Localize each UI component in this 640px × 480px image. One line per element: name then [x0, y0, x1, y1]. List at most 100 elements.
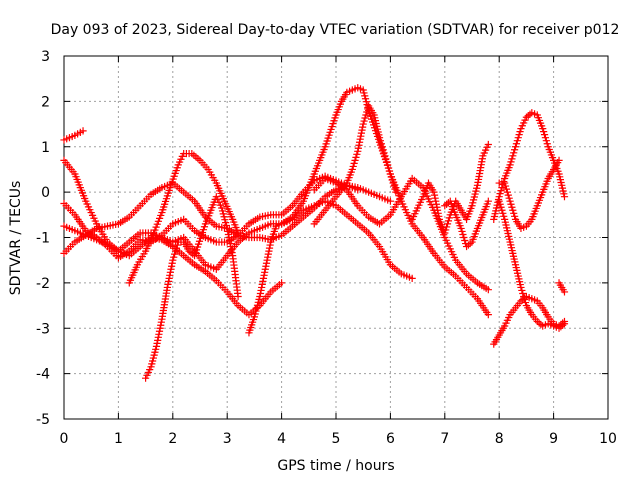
- data-point: [255, 295, 263, 304]
- data-point: [300, 194, 309, 203]
- data-point: [204, 262, 212, 270]
- data-point: [353, 150, 361, 158]
- series-arc-11: [408, 140, 492, 237]
- data-point: [403, 208, 411, 217]
- data-point: [534, 199, 542, 207]
- data-point: [479, 211, 487, 219]
- data-point: [506, 197, 514, 205]
- data-point: [466, 207, 474, 215]
- data-point: [504, 229, 512, 238]
- data-point: [335, 103, 343, 111]
- data-point: [362, 187, 370, 195]
- data-point: [246, 326, 254, 334]
- data-point: [418, 195, 426, 204]
- data-point: [74, 228, 82, 236]
- data-point: [541, 183, 549, 191]
- data-point: [368, 115, 376, 123]
- data-point: [384, 161, 392, 169]
- data-point: [461, 236, 469, 245]
- data-point: [554, 167, 562, 175]
- data-point: [482, 146, 490, 154]
- data-point: [528, 215, 536, 223]
- data-point: [346, 171, 354, 179]
- data-point: [233, 226, 241, 234]
- data-point: [158, 208, 166, 217]
- data-point: [347, 168, 355, 176]
- data-point: [469, 199, 477, 207]
- data-point: [367, 189, 375, 197]
- data-point: [480, 149, 488, 157]
- data-point: [454, 216, 462, 224]
- data-point: [205, 212, 213, 220]
- data-point: [153, 220, 161, 228]
- data-point: [520, 223, 528, 231]
- data-point: [542, 180, 550, 188]
- data-point: [329, 201, 337, 209]
- data-point: [465, 210, 473, 218]
- data-point: [422, 184, 430, 193]
- data-point: [411, 210, 419, 218]
- data-point: [343, 179, 351, 187]
- data-point: [514, 272, 522, 280]
- data-point: [371, 117, 380, 125]
- data-point: [503, 224, 511, 232]
- data-point: [547, 151, 556, 159]
- data-point: [442, 236, 450, 244]
- data-point: [355, 138, 364, 146]
- data-point: [384, 164, 393, 172]
- x-tick-label: 6: [386, 431, 395, 447]
- data-point: [533, 111, 541, 119]
- data-point: [408, 215, 416, 223]
- data-point: [415, 201, 423, 209]
- data-point: [148, 360, 156, 368]
- data-point: [167, 265, 175, 273]
- data-point: [378, 143, 386, 151]
- series-arc-16: [495, 197, 569, 332]
- data-point: [253, 225, 261, 234]
- data-point: [346, 87, 354, 95]
- data-point: [518, 122, 526, 130]
- data-point: [351, 156, 359, 164]
- data-point: [499, 209, 507, 217]
- data-points: [60, 84, 569, 382]
- data-point: [88, 211, 97, 219]
- data-point: [248, 228, 256, 236]
- data-point: [449, 250, 457, 259]
- data-point: [221, 216, 229, 224]
- data-point: [223, 224, 231, 233]
- data-point: [435, 212, 443, 220]
- data-point: [515, 131, 523, 139]
- y-tick-label: -2: [36, 276, 50, 292]
- data-point: [161, 182, 169, 191]
- data-point: [302, 205, 310, 213]
- x-tick-label: 3: [223, 431, 232, 447]
- data-point: [375, 134, 384, 142]
- data-point: [444, 217, 453, 225]
- data-point: [78, 189, 87, 197]
- data-point: [258, 283, 266, 292]
- data-point: [502, 221, 510, 229]
- data-point: [374, 128, 382, 136]
- data-point: [516, 278, 524, 286]
- data-point: [270, 227, 278, 236]
- data-point: [325, 131, 333, 139]
- data-point: [504, 191, 512, 199]
- data-point: [299, 206, 307, 214]
- data-point: [477, 216, 485, 224]
- x-tick-label: 1: [114, 431, 123, 447]
- data-point: [334, 105, 342, 114]
- data-point: [521, 116, 529, 124]
- data-point: [434, 209, 442, 217]
- data-point: [328, 122, 336, 131]
- data-point: [472, 227, 480, 235]
- data-point: [470, 232, 478, 241]
- data-point: [165, 186, 173, 194]
- data-point: [376, 137, 385, 145]
- data-point: [251, 310, 259, 318]
- data-point: [260, 271, 268, 279]
- data-point: [157, 211, 165, 220]
- data-point: [327, 125, 335, 134]
- series-arc-12: [441, 197, 492, 251]
- data-point: [468, 202, 476, 210]
- data-point: [176, 158, 184, 166]
